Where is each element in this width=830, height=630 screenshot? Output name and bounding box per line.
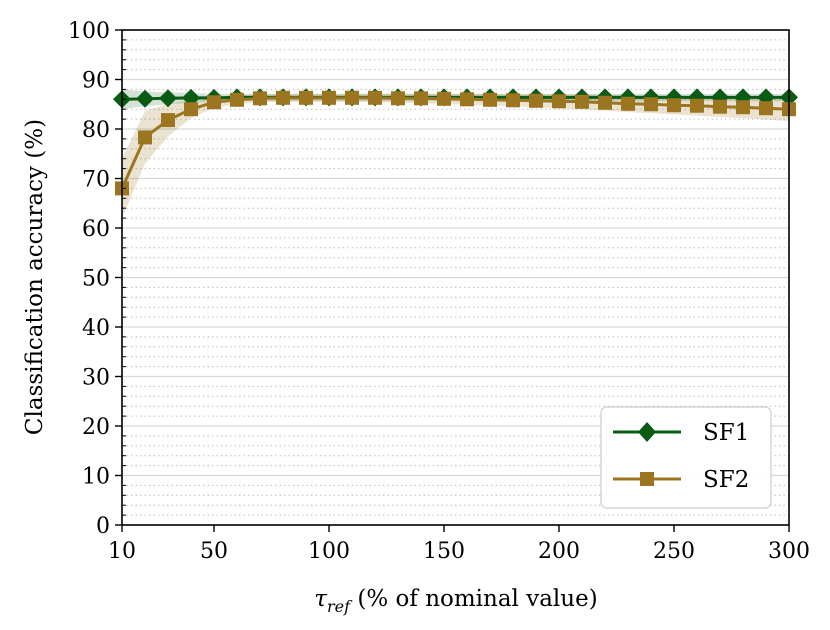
data-point-sf2 (506, 93, 520, 108)
data-point-sf2 (437, 91, 451, 106)
data-point-sf2 (460, 92, 474, 107)
y-tick-label: 30 (82, 366, 110, 391)
y-tick-label: 40 (82, 316, 110, 341)
y-tick-label: 70 (82, 168, 110, 193)
x-tick-label: 150 (423, 539, 465, 564)
y-tick-label: 60 (82, 217, 110, 242)
data-point-sf2 (161, 113, 175, 128)
x-tick-label: 200 (538, 539, 580, 564)
x-tick-label: 300 (768, 539, 810, 564)
data-point-sf2 (299, 90, 313, 105)
y-tick-label: 10 (82, 465, 110, 490)
legend-marker-sf2 (640, 472, 654, 486)
x-tick-label: 50 (200, 539, 228, 564)
data-point-sf2 (184, 102, 198, 117)
data-point-sf2 (230, 92, 244, 107)
data-point-sf2 (322, 90, 336, 105)
legend-label-sf1: SF1 (703, 420, 749, 446)
data-point-sf2 (759, 101, 773, 116)
data-point-sf2 (644, 97, 658, 112)
data-point-sf2 (736, 100, 750, 115)
grid (122, 39, 789, 516)
x-tick-label: 100 (308, 539, 350, 564)
x-tick-label: 250 (653, 539, 695, 564)
data-point-sf2 (368, 90, 382, 105)
data-point-sf2 (345, 90, 359, 105)
y-tick-label: 100 (68, 19, 110, 44)
y-axis-label: Classification accuracy (%) (22, 119, 48, 435)
legend-label-sf2: SF2 (703, 467, 749, 493)
data-point-sf2 (667, 98, 681, 113)
data-series (113, 88, 798, 196)
data-point-sf2 (552, 94, 566, 109)
data-point-sf1 (136, 89, 154, 108)
x-axis-label-rest: (% of nominal value) (350, 586, 598, 612)
x-axis-label-symbol: τ (314, 586, 328, 612)
data-point-sf1 (159, 89, 177, 108)
data-point-sf2 (276, 90, 290, 105)
data-point-sf2 (621, 96, 635, 111)
data-point-sf2 (713, 99, 727, 114)
x-tick-label: 10 (108, 539, 136, 564)
y-tick-label: 0 (96, 514, 110, 539)
data-point-sf2 (483, 92, 497, 107)
y-tick-label: 80 (82, 118, 110, 143)
data-point-sf2 (253, 91, 267, 106)
legend: SF1 SF2 (600, 406, 772, 509)
data-point-sf2 (529, 93, 543, 108)
data-point-sf2 (575, 94, 589, 109)
data-point-sf2 (598, 95, 612, 110)
data-point-sf2 (138, 130, 152, 145)
data-point-sf2 (690, 98, 704, 113)
legend-marker-sf1 (638, 422, 656, 442)
data-point-sf2 (414, 91, 428, 106)
data-point-sf2 (391, 91, 405, 106)
x-axis-label: τref (% of nominal value) (314, 586, 597, 616)
y-tick-label: 20 (82, 415, 110, 440)
y-tick-label: 50 (82, 267, 110, 292)
x-axis-label-subscript: ref (327, 597, 353, 616)
data-point-sf2 (207, 95, 221, 110)
y-tick-label: 90 (82, 69, 110, 94)
